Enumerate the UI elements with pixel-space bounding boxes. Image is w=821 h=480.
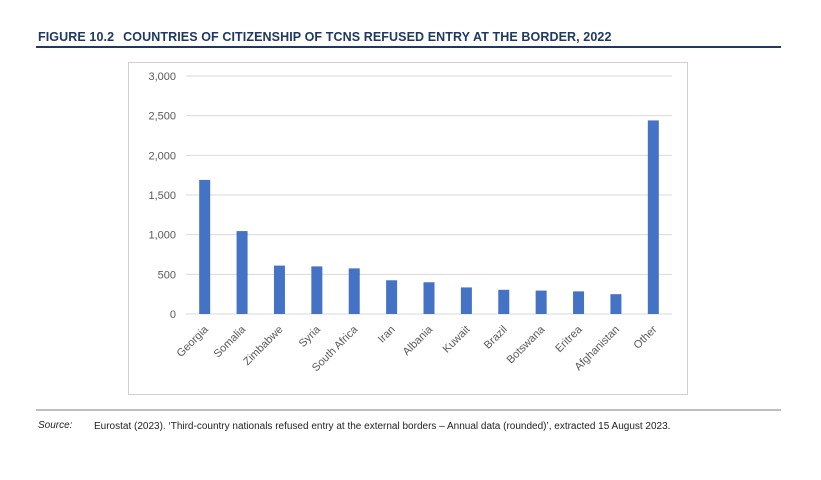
bar-iran <box>386 280 398 314</box>
y-tick-label: 1,000 <box>148 230 176 242</box>
x-tick-label: Eritrea <box>553 323 585 355</box>
x-tick-label: Other <box>631 323 659 351</box>
bar-zimbabwe <box>273 265 285 314</box>
bar-brazil <box>498 289 510 314</box>
bar-somalia <box>236 231 248 314</box>
bar-chart: 0 500 1,000 1,500 2,000 2,500 3,000 Georgia Soma… <box>148 71 672 374</box>
x-tick-label: Brazil <box>482 324 510 352</box>
figure-number: FIGURE 10.2 <box>38 30 115 44</box>
bar-georgia <box>199 179 211 314</box>
source-divider <box>36 409 781 411</box>
x-tick-label: Syria <box>297 323 324 350</box>
x-tick-label: Zimbabwe <box>241 324 285 368</box>
figure-title-text: COUNTRIES OF CITIZENSHIP OF TCNS REFUSED… <box>123 30 612 44</box>
chart-frame <box>128 62 688 395</box>
x-tick-label: Botswana <box>505 323 548 366</box>
bar-other <box>647 120 659 314</box>
bar-afghanistan <box>610 294 622 314</box>
y-tick-label: 3,000 <box>148 71 176 83</box>
x-tick-label: Kuwait <box>441 324 473 356</box>
x-tick-label: Albania <box>401 323 436 358</box>
bar-south-africa <box>348 268 360 314</box>
figure-title: FIGURE 10.2 COUNTRIES OF CITIZENSHIP OF T… <box>38 30 612 44</box>
y-tick-label: 2,000 <box>148 150 176 162</box>
bar-syria <box>311 266 323 314</box>
y-tick-label: 1,500 <box>148 190 176 202</box>
x-tick-label: Iran <box>376 324 398 346</box>
source-label: Source: <box>38 420 73 431</box>
bar-botswana <box>535 290 547 314</box>
y-tick-label: 0 <box>170 309 176 321</box>
bar-albania <box>423 282 435 314</box>
source-text: Eurostat (2023). ‘Third-country national… <box>94 421 671 432</box>
bar-kuwait <box>460 287 472 314</box>
title-divider <box>36 46 781 48</box>
y-tick-label: 2,500 <box>148 111 176 123</box>
x-tick-label: Georgia <box>175 323 212 360</box>
bar-eritrea <box>573 291 585 314</box>
x-tick-label: Somalia <box>212 323 249 360</box>
y-tick-label: 500 <box>158 269 176 281</box>
